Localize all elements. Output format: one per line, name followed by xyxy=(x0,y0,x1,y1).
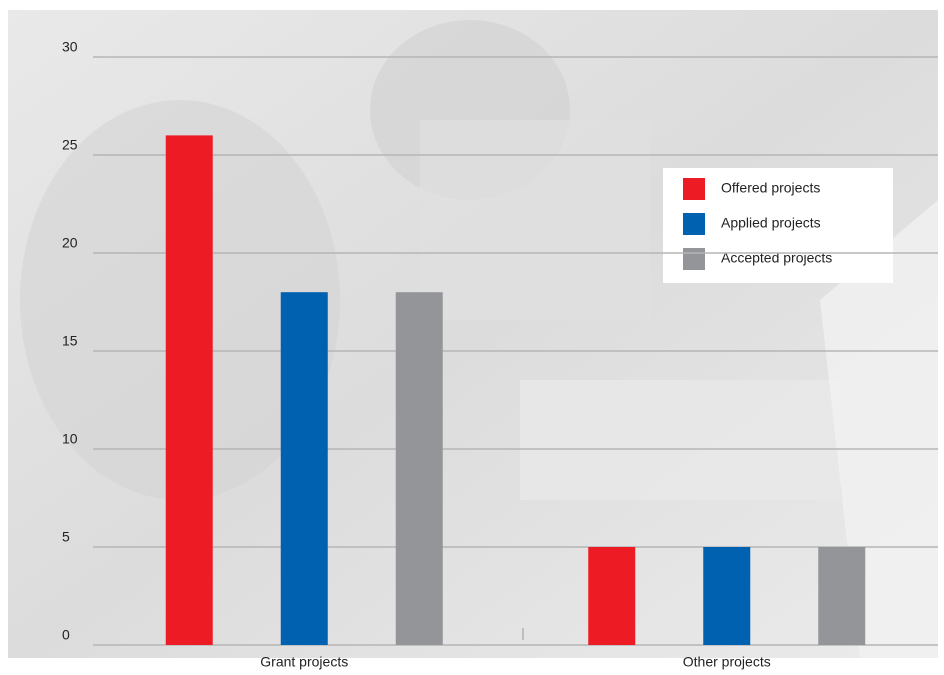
bar xyxy=(165,135,213,645)
y-tick-label: 0 xyxy=(62,627,70,643)
y-tick-label: 25 xyxy=(62,137,78,153)
legend-swatch xyxy=(683,248,705,270)
y-tick-label: 10 xyxy=(62,431,78,447)
bar xyxy=(395,292,443,645)
bar xyxy=(588,547,636,645)
y-tick-label: 5 xyxy=(62,529,70,545)
bar xyxy=(280,292,328,645)
y-tick-label: 30 xyxy=(62,39,78,55)
legend-swatch xyxy=(683,213,705,235)
legend: Offered projects Applied projects Accepted… xyxy=(663,168,893,283)
x-tick-label: Other projects xyxy=(683,654,771,670)
background-photo xyxy=(8,10,938,658)
bar xyxy=(703,547,751,645)
bar xyxy=(818,547,866,645)
legend-label: Applied projects xyxy=(721,215,821,231)
legend-swatch xyxy=(683,178,705,200)
y-tick-label: 20 xyxy=(62,235,78,251)
legend-label: Accepted projects xyxy=(721,250,832,266)
y-tick-label: 15 xyxy=(62,333,78,349)
x-tick-label: Grant projects xyxy=(260,654,348,670)
legend-label: Offered projects xyxy=(721,180,820,196)
